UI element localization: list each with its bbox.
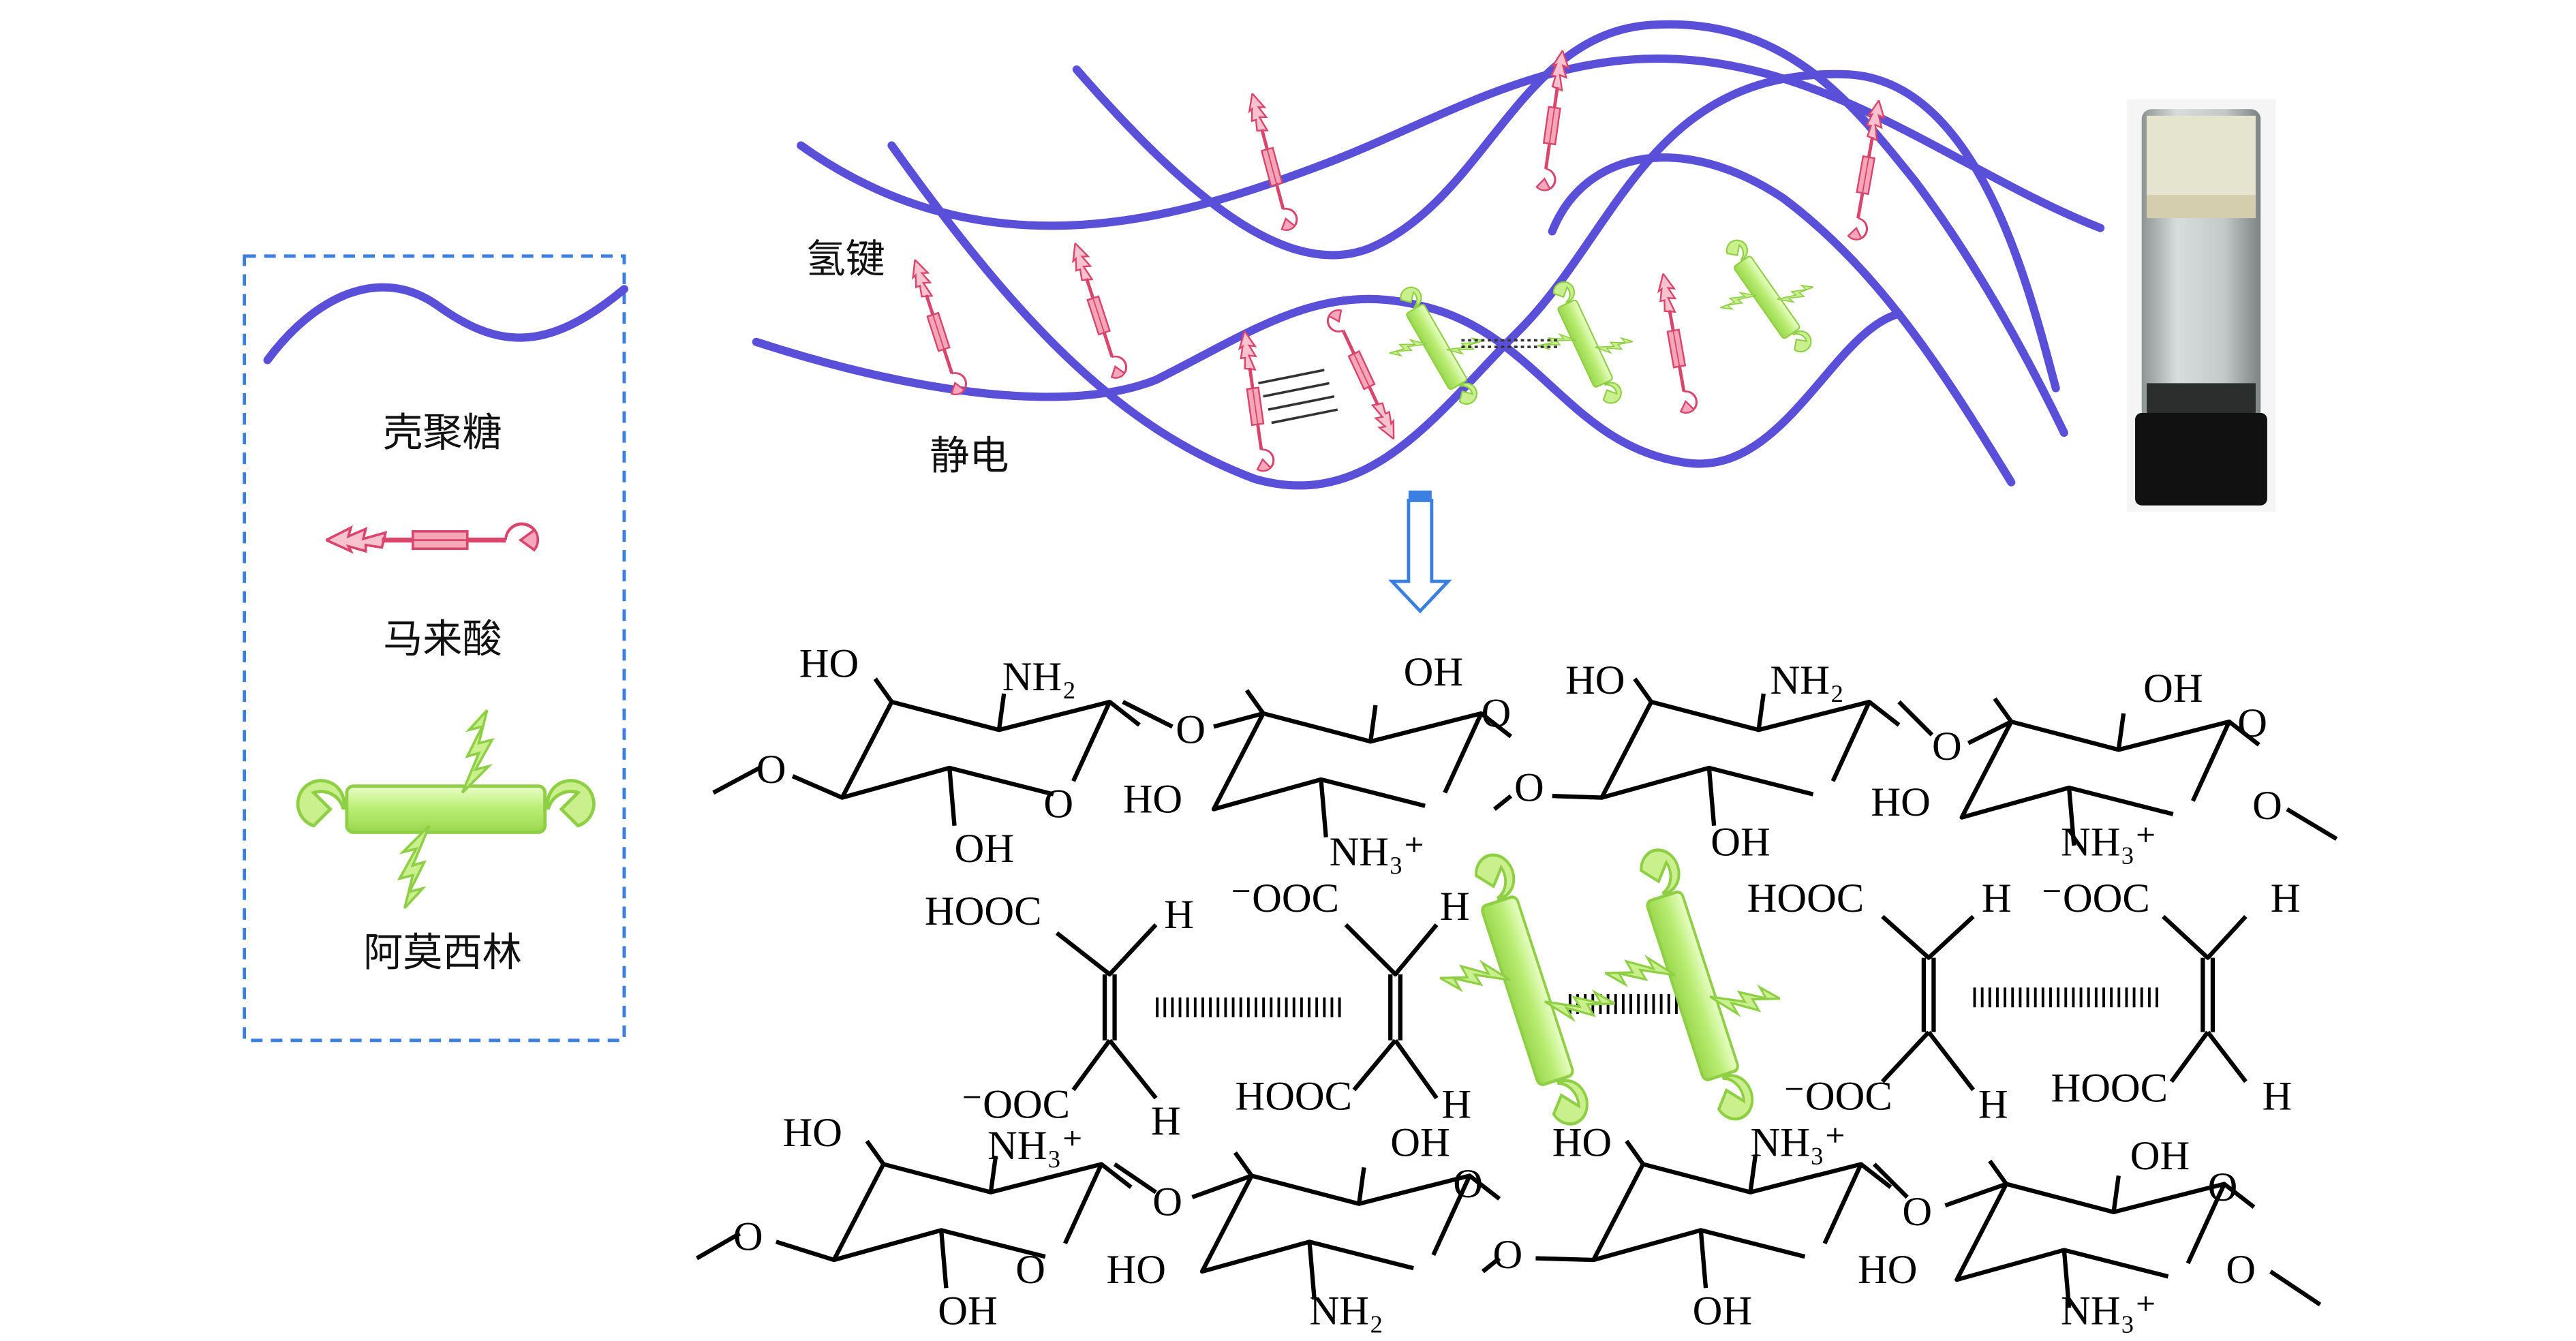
chem-atom-label: H [1164,892,1194,938]
legend-box: 壳聚糖 马来酸 阿莫西林 [243,254,628,1043]
chitosan-network [752,20,2105,490]
chem-atom-label: O [2226,1247,2256,1293]
chem-atom-label: O [2252,783,2282,829]
chem-atom-label: O [1152,1180,1182,1225]
amoxicillin-molecules [1364,217,1842,427]
chem-atom-label: O [756,747,786,792]
chem-atom-label: OH [2143,666,2203,711]
hydrogen-bond-label: 氢键 [806,236,885,282]
chitosan-chain [1072,20,2068,437]
amoxicillin-legend-icon [298,710,594,908]
chem-atom-label: O [1492,1232,1522,1278]
chem-atom-label: O [1482,690,1512,736]
chem-atom-label: HO [783,1110,842,1156]
chem-atom-label: NH₂ [1770,658,1845,703]
chem-atom-label: OH [1390,1120,1450,1165]
amoxicillin-icon [1692,217,1842,377]
chem-atom-label: O [1015,1247,1045,1293]
chem-atom-label: ⁻OOC [2041,876,2150,921]
chem-atom-label: O [1514,765,1544,810]
chem-atom-label: HO [1871,780,1930,825]
lower-chitosan-chain [695,1141,2322,1308]
amoxicillin-icon [1516,264,1654,423]
chem-atom-label: O [1043,782,1073,827]
chem-atom-label: H [1982,876,2012,921]
chem-atom-label: H [1441,1082,1471,1128]
maleic-acid-icon [1656,272,1699,414]
chem-atom-label: H [1151,1098,1181,1144]
chem-atom-label: OH [955,826,1014,872]
chem-atom-label: HOOC [925,889,1042,934]
chem-atom-label: OH [1693,1289,1752,1334]
maleic-acid-icon [1245,91,1300,232]
chem-atom-label: O [1453,1161,1483,1207]
chem-atom-label: HOOC [1747,876,1865,921]
chem-atom-label: H [2263,1074,2293,1120]
chem-atom-label: HO [1858,1247,1917,1293]
chem-atom-label: HO [1123,776,1182,822]
chem-atom-label: ⁻OOC [1230,876,1339,921]
chem-atom-label: NH₂ [1002,654,1077,700]
chem-atom-label: H [2271,876,2301,921]
legend-maleic-acid-label: 马来酸 [383,615,502,662]
chem-atom-label: HO [1565,658,1625,703]
hydrogel-vial-photo [2126,99,2275,512]
chem-atom-label: NH₃⁺ [2061,819,2157,865]
chitosan-chain [797,54,2105,232]
maleic-acid-icon [1068,240,1129,380]
chem-atom-label: O [1932,724,1962,769]
chem-atom-label: HOOC [1235,1074,1352,1120]
chem-atom-label: HO [799,641,859,687]
chem-atom-label: H [1978,1082,2008,1128]
chem-atom-label: H [1440,884,1470,929]
hydrogen-bond-dashes [1156,987,2164,1017]
chem-atom-label: OH [1404,649,1463,695]
maleic-acid-structures [1055,914,2248,1100]
chitosan-chain [1548,153,2016,487]
maleic-acid-icon [908,256,969,396]
chem-atom-label: HO [1552,1120,1612,1165]
chem-atom-label: ⁻OOC [961,1082,1070,1128]
amoxicillin-icon [1364,267,1509,427]
chem-atom-label: HOOC [2051,1065,2168,1111]
chem-atom-label: O [733,1214,763,1259]
chem-atom-label: NH₂ [1310,1289,1384,1334]
chitosan-chain [887,70,2060,490]
chem-atom-label: HO [1106,1247,1165,1293]
chem-atom-label: NH₃⁺ [1330,829,1426,875]
chem-atom-label: OH [1711,819,1770,865]
chem-atom-label: O [1176,707,1206,753]
chem-atom-label: NH₃⁺ [987,1123,1084,1169]
down-arrow-icon [1388,490,1452,614]
electrostatic-label: 静电 [930,432,1009,478]
legend-chitosan-label: 壳聚糖 [383,409,502,455]
chem-atom-label: ⁻OOC [1783,1074,1892,1120]
chem-atom-label: OH [2130,1133,2190,1179]
chitosan-legend-icon [263,283,628,365]
maleic-acid-icon [1324,308,1400,444]
maleic-acid-icon [1238,330,1276,472]
upper-chitosan-chain [712,679,2338,846]
chem-atom-label: O [1902,1189,1932,1235]
chem-atom-label: O [2237,700,2267,746]
chem-atom-label: OH [938,1289,997,1334]
chem-atom-label: NH₃⁺ [1750,1120,1846,1165]
chem-atom-label: NH₃⁺ [2061,1289,2157,1334]
chem-atom-label: O [2208,1165,2238,1210]
legend-amoxicillin-label: 阿莫西林 [363,929,522,976]
maleic-acid-legend-icon [326,523,538,551]
